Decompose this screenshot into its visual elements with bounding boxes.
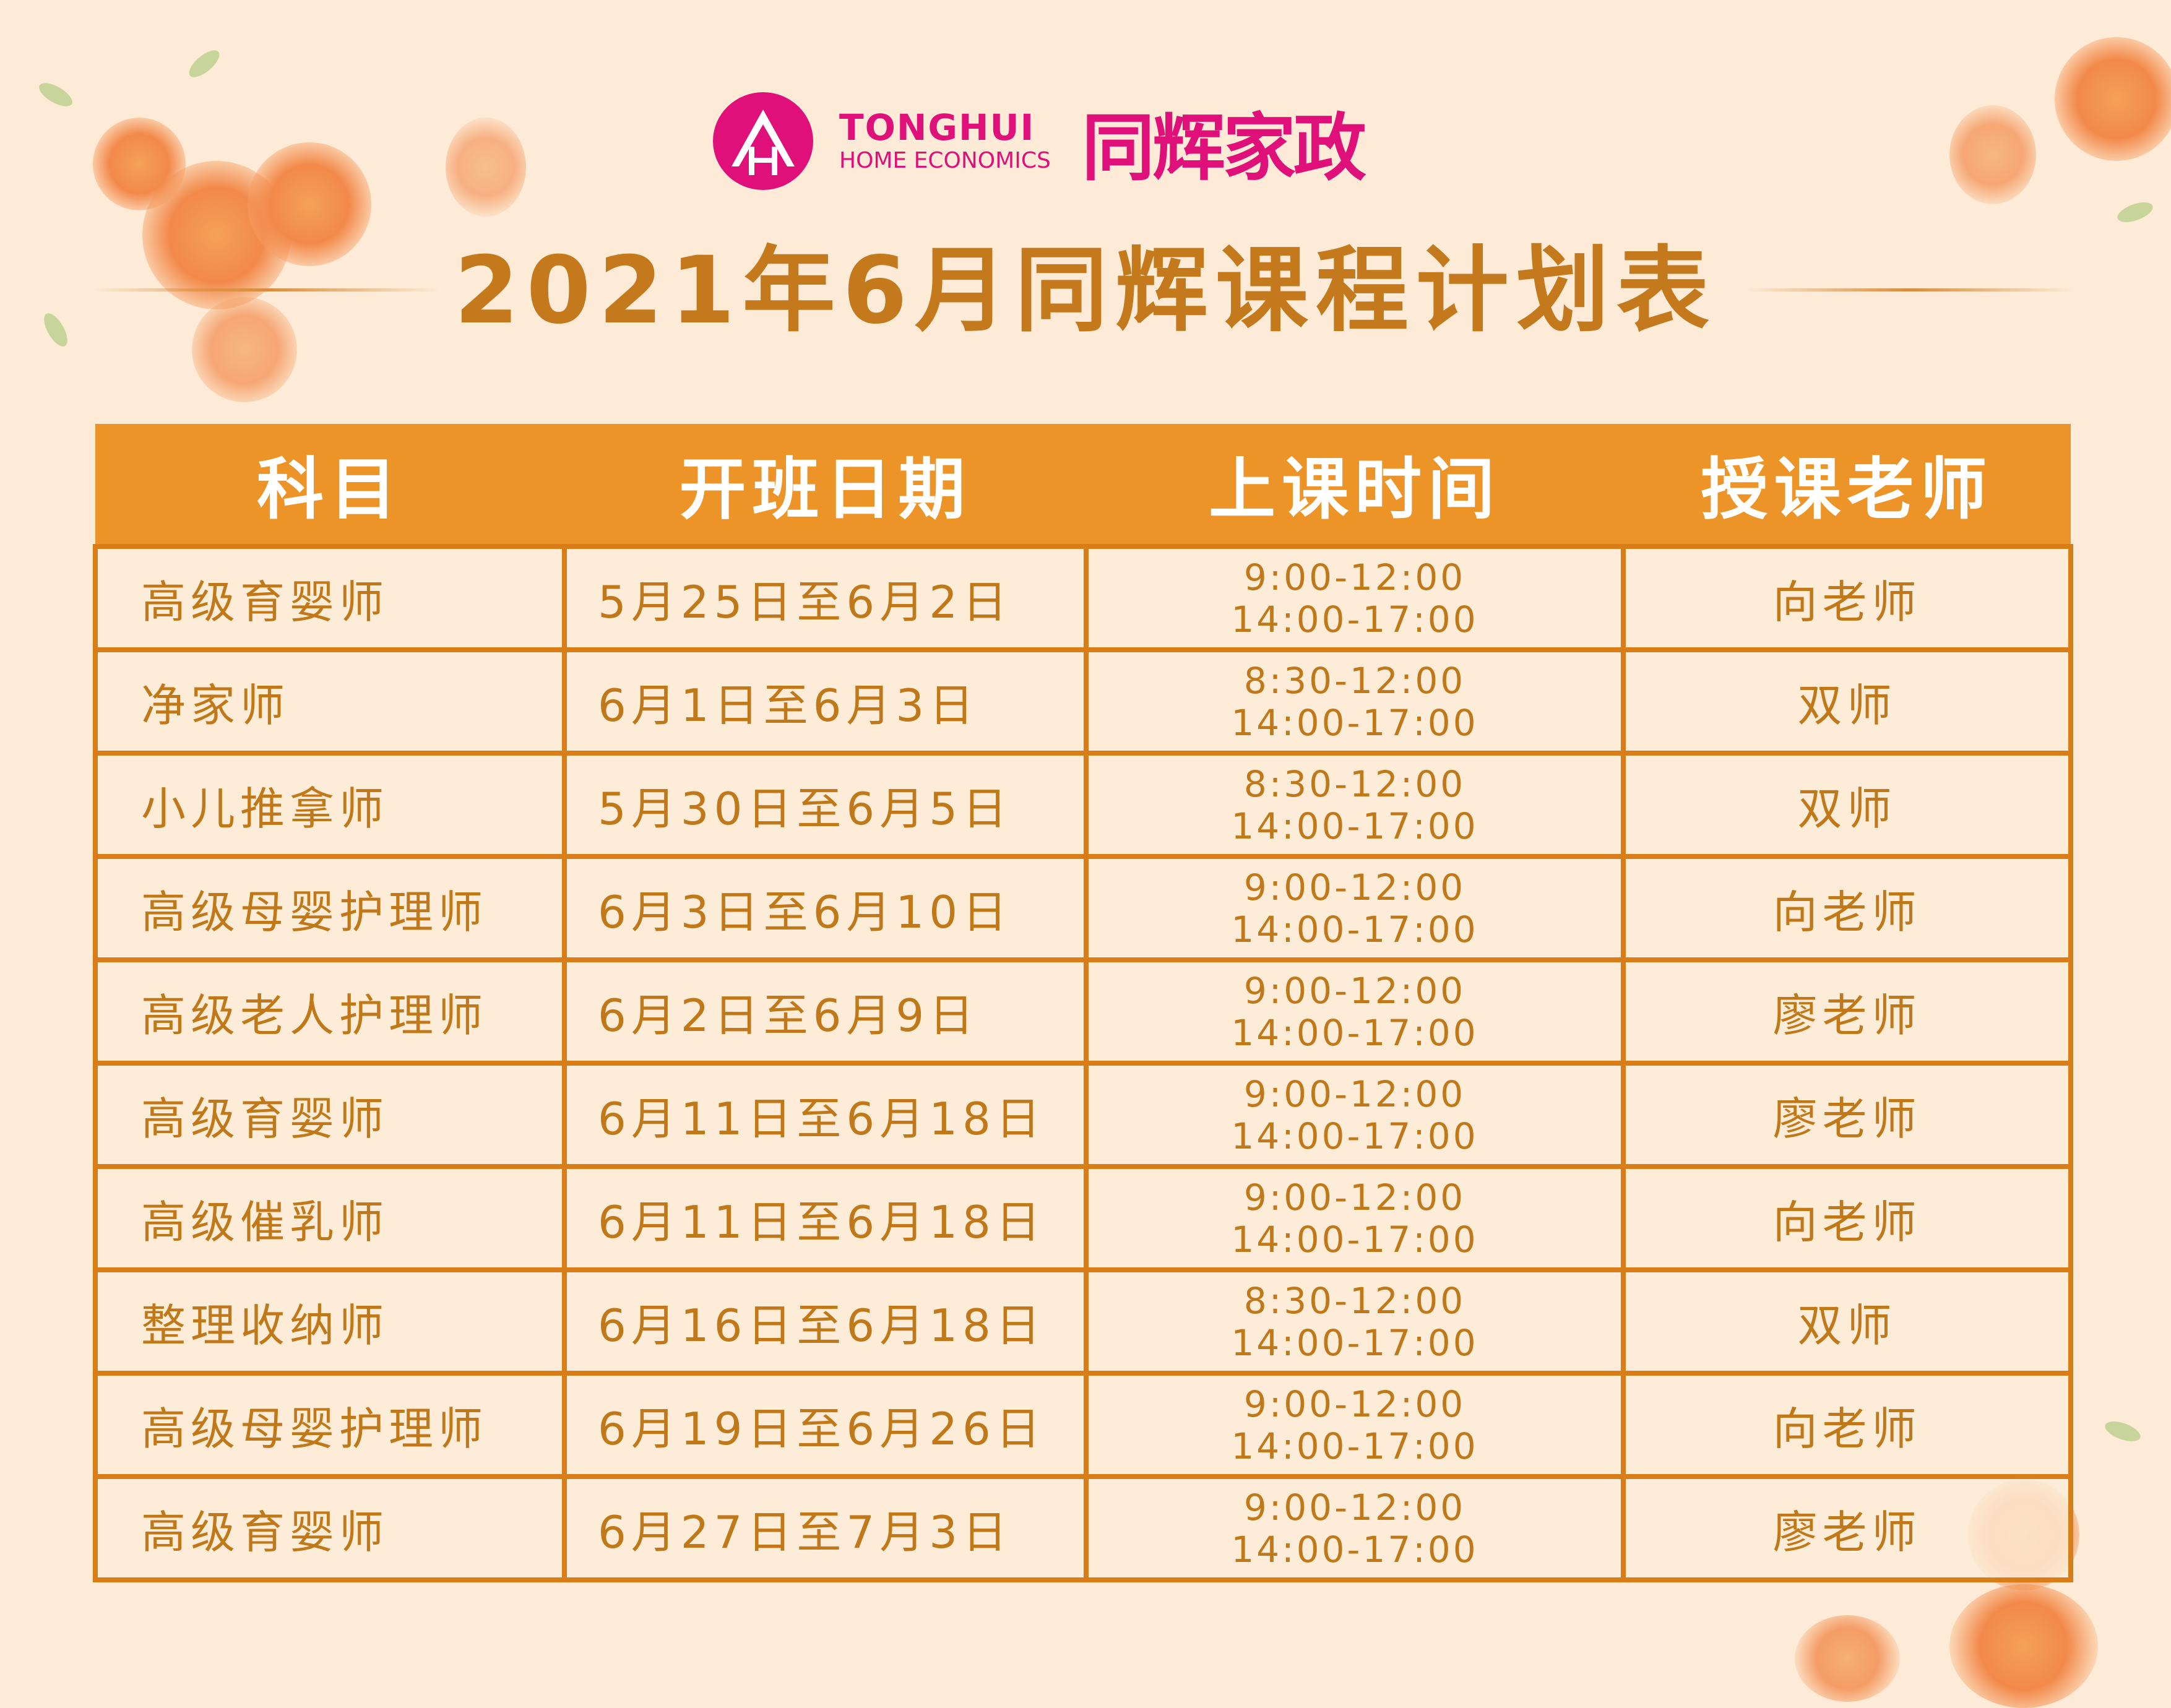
flower-decoration <box>192 297 297 402</box>
header-teacher: 授课老师 <box>1623 424 2071 546</box>
cell-dates: 5月30日至6月5日 <box>562 751 1089 859</box>
time-afternoon: 14:00-17:00 <box>1231 1425 1478 1467</box>
flower-decoration <box>1949 1584 2098 1708</box>
cell-time: 9:00-12:00 14:00-17:00 <box>1084 1164 1626 1272</box>
cell-dates: 5月25日至6月2日 <box>562 544 1089 652</box>
cell-subject: 高级育婴师 <box>93 1061 567 1169</box>
brand-logo: TONGHUI HOME ECONOMICS 同辉家政 <box>713 92 1366 191</box>
flower-decoration <box>93 118 186 210</box>
cell-subject: 小儿推拿师 <box>93 751 567 859</box>
cell-teacher: 廖老师 <box>1621 1061 2073 1169</box>
cell-dates: 6月1日至6月3日 <box>562 647 1089 756</box>
table-row: 高级老人护理师 6月2日至6月9日 9:00-12:00 14:00-17:00 廖老师 <box>93 957 2073 1066</box>
leaf-decoration <box>2102 1417 2143 1446</box>
cell-dates: 6月3日至6月10日 <box>562 854 1089 962</box>
house-logo-icon <box>713 92 813 190</box>
cell-dates: 6月16日至6月18日 <box>562 1267 1089 1376</box>
table-row: 小儿推拿师 5月30日至6月5日 8:30-12:00 14:00-17:00 双师 <box>93 751 2073 859</box>
logo-en-name: TONGHUI <box>839 106 1035 149</box>
time-afternoon: 14:00-17:00 <box>1231 701 1478 744</box>
flower-decoration <box>1949 105 2036 204</box>
cell-subject: 高级老人护理师 <box>93 957 567 1066</box>
cell-dates: 6月11日至6月18日 <box>562 1061 1089 1169</box>
time-morning: 9:00-12:00 <box>1243 969 1466 1012</box>
time-afternoon: 14:00-17:00 <box>1231 908 1478 951</box>
time-morning: 9:00-12:00 <box>1243 1382 1466 1425</box>
cell-time: 9:00-12:00 14:00-17:00 <box>1084 1061 1626 1169</box>
cell-subject: 净家师 <box>93 647 567 756</box>
cell-subject: 整理收纳师 <box>93 1267 567 1376</box>
cell-teacher: 向老师 <box>1621 544 2073 652</box>
cell-time: 9:00-12:00 14:00-17:00 <box>1084 1371 1626 1479</box>
page-title: 2021年6月同辉课程计划表 <box>454 237 1717 345</box>
cell-time: 9:00-12:00 14:00-17:00 <box>1084 854 1626 962</box>
time-morning: 9:00-12:00 <box>1243 556 1466 598</box>
flower-decoration <box>446 118 526 217</box>
leaf-decoration <box>35 78 76 111</box>
leaf-decoration <box>2115 198 2156 226</box>
cell-subject: 高级催乳师 <box>93 1164 567 1272</box>
cell-teacher: 双师 <box>1621 1267 2073 1376</box>
logo-en-sub: HOME ECONOMICS <box>839 148 1051 173</box>
table-row: 高级催乳师 6月11日至6月18日 9:00-12:00 14:00-17:00 向老师 <box>93 1164 2073 1272</box>
cell-time: 9:00-12:00 14:00-17:00 <box>1084 544 1626 652</box>
cell-dates: 6月27日至7月3日 <box>562 1474 1089 1582</box>
cell-teacher: 向老师 <box>1621 1371 2073 1479</box>
cell-dates: 6月2日至6月9日 <box>562 957 1089 1066</box>
cell-time: 8:30-12:00 14:00-17:00 <box>1084 1267 1626 1376</box>
cell-time: 9:00-12:00 14:00-17:00 <box>1084 1474 1626 1582</box>
cell-time: 8:30-12:00 14:00-17:00 <box>1084 751 1626 859</box>
table-row: 高级育婴师 6月11日至6月18日 9:00-12:00 14:00-17:00 廖老师 <box>93 1061 2073 1169</box>
table-row: 净家师 6月1日至6月3日 8:30-12:00 14:00-17:00 双师 <box>93 647 2073 756</box>
flower-decoration <box>1795 1615 1900 1702</box>
time-morning: 9:00-12:00 <box>1243 866 1466 908</box>
cell-dates: 6月11日至6月18日 <box>562 1164 1089 1272</box>
header-subject: 科目 <box>95 424 564 546</box>
cell-subject: 高级育婴师 <box>93 544 567 652</box>
flower-decoration <box>248 142 371 266</box>
table-row: 高级育婴师 5月25日至6月2日 9:00-12:00 14:00-17:00 向老师 <box>93 544 2073 652</box>
time-afternoon: 14:00-17:00 <box>1231 804 1478 847</box>
cell-subject: 高级母婴护理师 <box>93 854 567 962</box>
time-afternoon: 14:00-17:00 <box>1231 1011 1478 1054</box>
header-class-time: 上课时间 <box>1086 424 1623 546</box>
time-morning: 8:30-12:00 <box>1243 1279 1466 1322</box>
cell-subject: 高级母婴护理师 <box>93 1371 567 1479</box>
time-morning: 8:30-12:00 <box>1243 762 1466 805</box>
time-morning: 8:30-12:00 <box>1243 659 1466 702</box>
time-afternoon: 14:00-17:00 <box>1231 1321 1478 1364</box>
header-start-date: 开班日期 <box>564 424 1086 546</box>
table-header-row: 科目 开班日期 上课时间 授课老师 <box>95 424 2071 546</box>
cell-subject: 高级育婴师 <box>93 1474 567 1582</box>
table-row: 整理收纳师 6月16日至6月18日 8:30-12:00 14:00-17:00 双师 <box>93 1267 2073 1376</box>
time-morning: 9:00-12:00 <box>1243 1486 1466 1529</box>
cell-teacher: 向老师 <box>1621 854 2073 962</box>
cell-teacher: 双师 <box>1621 647 2073 756</box>
leaf-decoration <box>184 45 224 82</box>
cell-teacher: 廖老师 <box>1621 1474 2073 1582</box>
title-divider-left <box>93 288 439 291</box>
time-morning: 9:00-12:00 <box>1243 1072 1466 1115</box>
title-divider-right <box>1745 288 2073 291</box>
time-afternoon: 14:00-17:00 <box>1231 598 1478 640</box>
table-row: 高级母婴护理师 6月19日至6月26日 9:00-12:00 14:00-17:00 向… <box>93 1371 2073 1479</box>
time-afternoon: 14:00-17:00 <box>1231 1528 1478 1571</box>
cell-dates: 6月19日至6月26日 <box>562 1371 1089 1479</box>
cell-teacher: 双师 <box>1621 751 2073 859</box>
cell-time: 8:30-12:00 14:00-17:00 <box>1084 647 1626 756</box>
time-afternoon: 14:00-17:00 <box>1231 1115 1478 1157</box>
cell-teacher: 廖老师 <box>1621 957 2073 1066</box>
time-afternoon: 14:00-17:00 <box>1231 1218 1478 1261</box>
table-row: 高级育婴师 6月27日至7月3日 9:00-12:00 14:00-17:00 廖老师 <box>93 1474 2073 1582</box>
logo-cn-name: 同辉家政 <box>1081 105 1366 191</box>
time-morning: 9:00-12:00 <box>1243 1176 1466 1218</box>
flower-decoration <box>2055 37 2171 161</box>
course-schedule-table: 科目 开班日期 上课时间 授课老师 高级育婴师 5月25日至6月2日 9:00-12… <box>93 424 2073 1582</box>
table-row: 高级母婴护理师 6月3日至6月10日 9:00-12:00 14:00-17:00 向老… <box>93 854 2073 962</box>
cell-teacher: 向老师 <box>1621 1164 2073 1272</box>
cell-time: 9:00-12:00 14:00-17:00 <box>1084 957 1626 1066</box>
